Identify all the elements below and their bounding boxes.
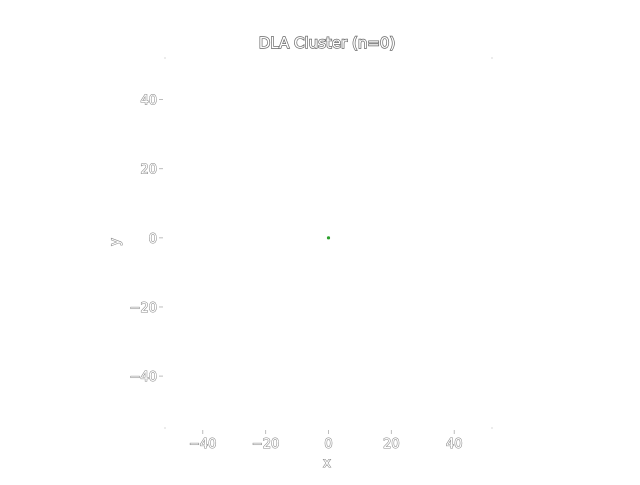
y-axis: 40 20 0 −20 −40	[129, 93, 163, 386]
cluster-points	[326, 236, 331, 240]
cluster-point	[326, 236, 331, 240]
x-tick-label: −40	[189, 437, 216, 452]
y-tick-label: 20	[140, 163, 157, 178]
frame-corner-2	[164, 427, 166, 429]
frame-corner-3	[491, 427, 493, 429]
x-tick-label: 40	[446, 437, 463, 452]
y-tick-label: 40	[140, 93, 157, 108]
x-axis: −40 −20 0 20 40	[188, 430, 463, 453]
y-tick-label: −20	[130, 301, 157, 316]
x-tick-label: −20	[252, 437, 279, 452]
x-tick-label: 20	[383, 437, 400, 452]
x-tick-label: 0	[324, 437, 332, 452]
y-tick-label: −40	[130, 370, 157, 385]
y-tick-label: 0	[149, 232, 157, 247]
y-axis-label: y	[108, 238, 123, 246]
frame-corner-1	[491, 57, 493, 59]
x-axis-label: x	[323, 456, 331, 471]
chart-title: DLA Cluster (n=0)	[259, 34, 396, 52]
frame-corner-0	[164, 57, 166, 59]
